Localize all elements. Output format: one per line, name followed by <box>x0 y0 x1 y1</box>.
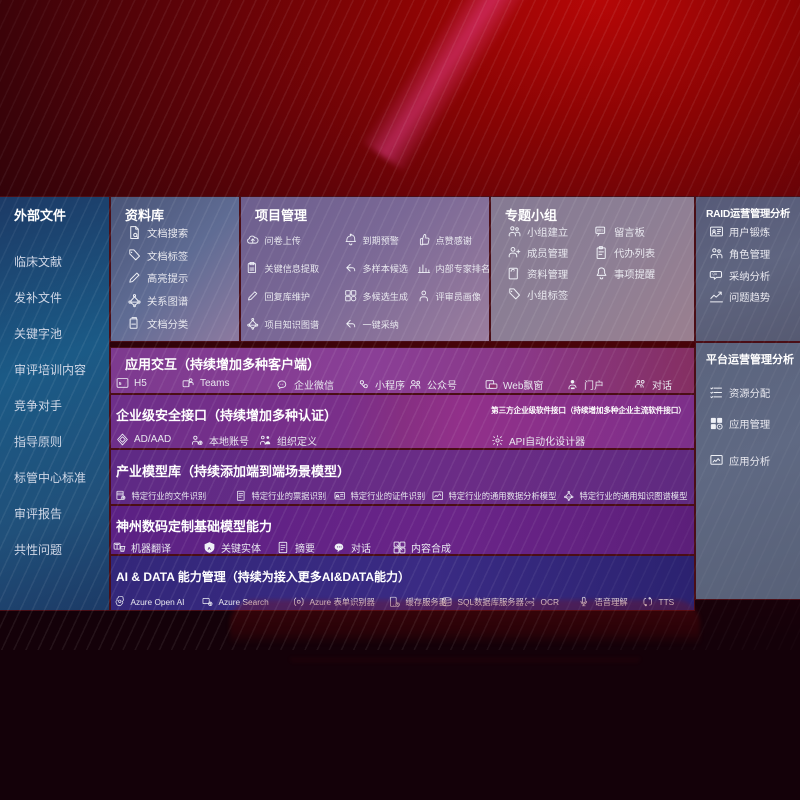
svg-text:A: A <box>207 546 211 552</box>
svg-text:QA: QA <box>712 272 718 276</box>
svg-text:文: 文 <box>121 547 124 551</box>
svg-text:BBS: BBS <box>597 229 605 233</box>
svg-text:5: 5 <box>119 381 122 387</box>
